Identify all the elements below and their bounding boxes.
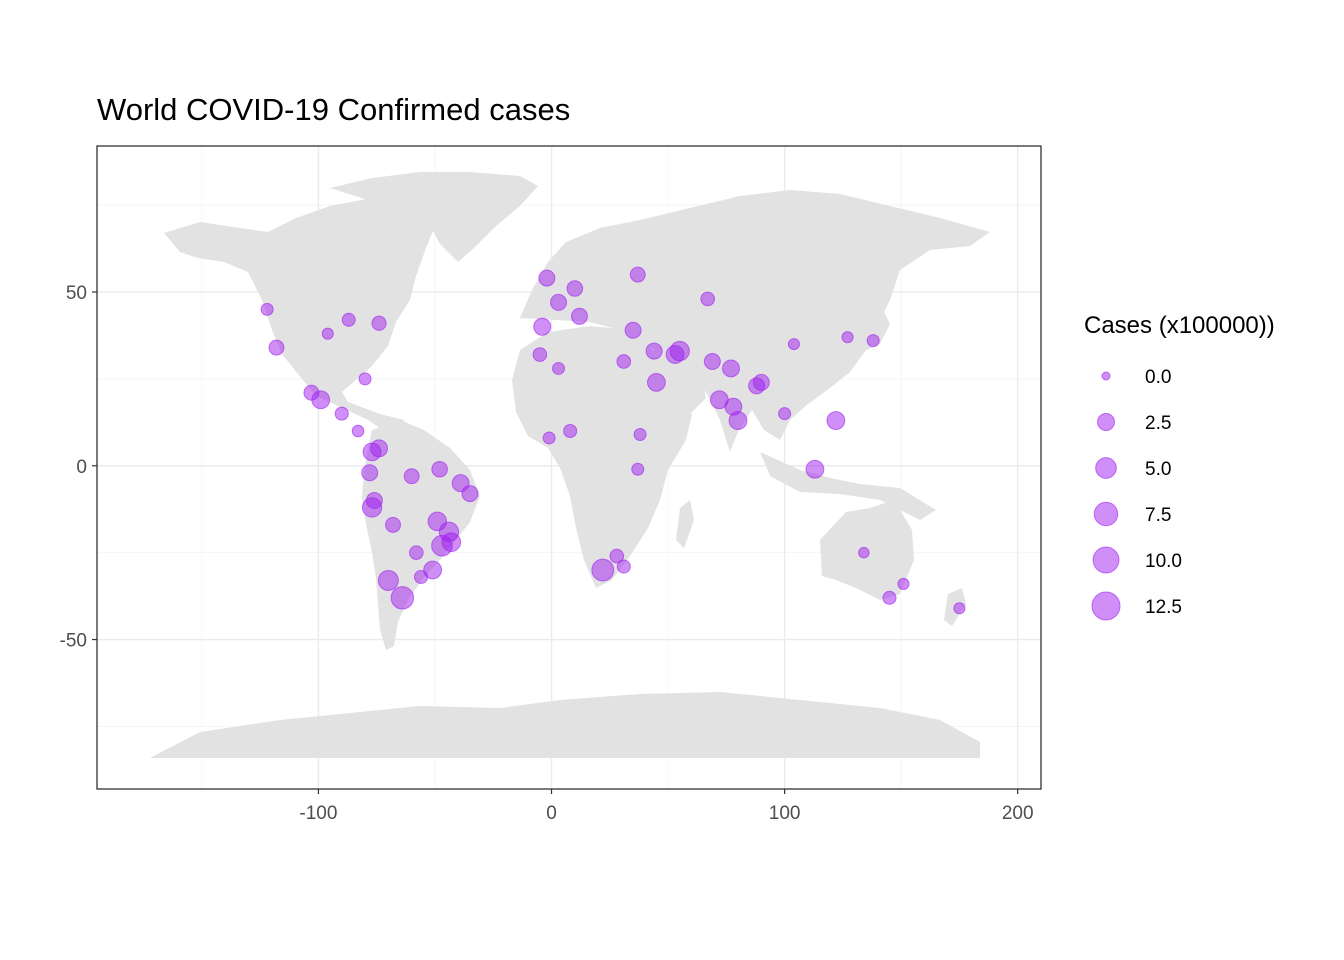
chart-title: World COVID-19 Confirmed cases (97, 92, 571, 127)
y-axis: -50 0 50 (60, 283, 97, 652)
land-japan (856, 312, 890, 352)
data-point (858, 546, 870, 559)
data-point (591, 558, 615, 582)
legend-key (1095, 457, 1117, 479)
data-point (570, 307, 588, 325)
data-point (563, 423, 578, 439)
data-point (700, 291, 716, 307)
data-point (953, 602, 966, 615)
x-tick-label: 100 (769, 803, 801, 824)
data-point (669, 340, 690, 362)
data-point (645, 342, 663, 360)
land-arabia (640, 350, 706, 414)
legend-key (1101, 371, 1111, 381)
data-point (897, 577, 910, 590)
y-tick-label: 50 (66, 283, 87, 304)
land-antarctica (150, 692, 980, 758)
land-south-america (362, 420, 480, 650)
data-point (385, 516, 401, 533)
data-point (722, 359, 740, 378)
data-point (351, 424, 365, 438)
land-eurasia (520, 190, 990, 452)
data-point (542, 431, 556, 445)
legend: Cases (x100000)) 0.0 2.5 5.0 7.5 10.0 12.5 (1084, 312, 1275, 621)
legend-label: 0.0 (1145, 367, 1171, 388)
legend-key (1093, 501, 1119, 527)
land-maritime-asia (760, 452, 936, 520)
data-point (805, 459, 825, 479)
data-point (550, 293, 568, 311)
data-point (624, 321, 642, 339)
legend-key (1092, 546, 1120, 574)
y-tick-label: -50 (60, 631, 87, 652)
data-point (752, 373, 770, 391)
legend-label: 5.0 (1145, 459, 1171, 480)
data-point (647, 372, 666, 392)
land-greenland (330, 172, 538, 262)
data-point (533, 317, 552, 336)
legend-label: 2.5 (1145, 413, 1171, 434)
data-point (629, 266, 646, 283)
data-point (826, 411, 846, 430)
data-point (260, 302, 274, 316)
data-point (538, 269, 556, 287)
data-point (423, 560, 443, 580)
data-point (431, 460, 448, 478)
data-point (703, 352, 721, 370)
legend-label: 7.5 (1145, 505, 1171, 526)
data-point (438, 521, 460, 542)
data-point (841, 331, 854, 344)
legend-key (1097, 413, 1115, 431)
data-point (370, 439, 389, 458)
land-layer (150, 172, 990, 758)
data-point (321, 327, 334, 340)
data-point (787, 338, 800, 351)
data-point (609, 548, 625, 564)
data-point (882, 590, 897, 605)
data-point (408, 545, 424, 560)
data-point (334, 406, 349, 421)
x-tick-label: 200 (1002, 803, 1034, 824)
data-point (778, 407, 792, 421)
land-north-america (164, 198, 440, 432)
data-point (303, 384, 320, 401)
land-africa (512, 326, 692, 588)
data-point (403, 468, 420, 485)
legend-entries: 0.0 2.5 5.0 7.5 10.0 12.5 (1091, 367, 1182, 621)
data-point (268, 339, 285, 356)
legend-label: 12.5 (1145, 597, 1182, 618)
data-point (361, 464, 379, 482)
land-madagascar (676, 500, 694, 548)
panel-border (96, 145, 1042, 790)
legend-label: 10.0 (1145, 551, 1182, 572)
data-point (341, 312, 356, 327)
points-layer (260, 266, 966, 615)
data-point (724, 397, 743, 416)
x-tick-label: 0 (546, 803, 557, 824)
data-point (365, 492, 383, 510)
y-tick-label: 0 (76, 457, 87, 478)
data-point (461, 485, 479, 503)
legend-key (1091, 591, 1121, 621)
legend-title: Cases (x100000)) (1084, 312, 1275, 339)
data-point (371, 315, 387, 331)
data-point (532, 347, 548, 362)
data-point (616, 354, 632, 369)
data-point (377, 569, 399, 591)
data-point (390, 586, 415, 610)
data-point (866, 334, 880, 348)
data-point (616, 559, 631, 574)
data-point (631, 462, 645, 476)
data-point (358, 372, 372, 386)
data-point (633, 427, 647, 441)
data-point (566, 280, 584, 297)
x-axis: -100 0 100 200 (299, 789, 1034, 824)
data-point (552, 361, 566, 375)
x-tick-label: -100 (299, 803, 337, 824)
